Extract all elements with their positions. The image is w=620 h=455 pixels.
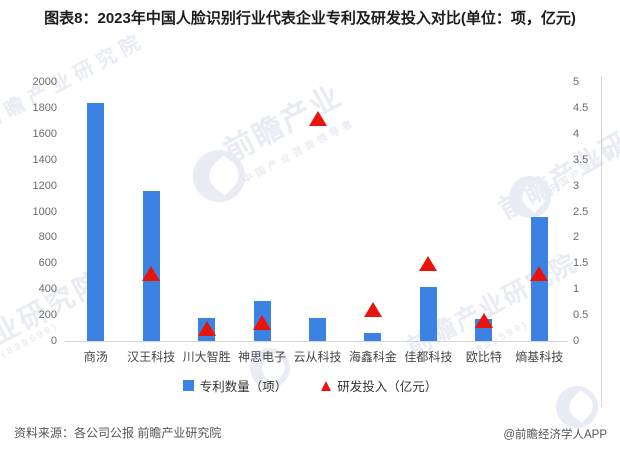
x-axis-label: 商汤	[83, 350, 108, 364]
legend-item-rnd: 研发投入（亿元）	[321, 376, 437, 395]
bar-云从科技	[309, 317, 326, 341]
y-axis-right-tick: 3.5	[573, 153, 589, 166]
y-axis-left-tick: 200	[38, 309, 57, 322]
y-axis-right-tick: 4	[573, 127, 580, 140]
watermark-logo	[509, 176, 551, 218]
watermark-logo	[193, 150, 245, 202]
rnd-marker-欧比特	[474, 312, 493, 328]
x-axis-label: 欧比特	[465, 350, 502, 364]
watermark-logo	[556, 386, 598, 428]
y-axis-left-tick: 0	[50, 335, 57, 347]
rnd-marker-川大智胜	[197, 320, 216, 336]
bar-佳都科技	[419, 286, 437, 341]
plot-area	[68, 82, 567, 341]
y-axis-left-tick: 600	[38, 257, 57, 270]
y-axis-right-tick: 3	[573, 179, 580, 192]
x-axis-label: 佳都科技	[404, 350, 453, 364]
y-axis-right-tick: 1.5	[573, 257, 589, 270]
bar-汉王科技	[142, 190, 160, 341]
y-axis-right-tick: 2	[573, 231, 580, 244]
y-axis-right-tick: 0.5	[573, 309, 589, 322]
x-axis-label: 海鑫科金	[348, 350, 397, 364]
y-axis-right-tick: 1	[573, 283, 580, 296]
legend-rnd-label: 研发投入（亿元）	[337, 380, 438, 394]
y-axis-left-tick: 800	[38, 231, 57, 244]
app-credit: @前瞻经济学人APP	[503, 429, 607, 441]
x-axis-label: 熵基科技	[515, 350, 564, 364]
right-axis-line	[601, 76, 602, 407]
rnd-marker-海鑫科金	[363, 302, 382, 318]
y-axis-left-tick: 1600	[32, 127, 57, 140]
chart-legend: 专利数量（项） 研发投入（亿元）	[0, 376, 620, 395]
legend-item-patents: 专利数量（项）	[182, 376, 288, 395]
x-axis-label: 云从科技	[293, 350, 342, 364]
rnd-marker-汉王科技	[142, 266, 161, 282]
source-note: 资料来源：各公司公报 前瞻产业研究院	[14, 426, 222, 440]
bar-商汤	[87, 102, 105, 341]
bar-swatch-icon	[182, 380, 194, 391]
legend-patents-label: 专利数量（项）	[199, 380, 288, 394]
bar-海鑫科金	[364, 333, 382, 341]
y-axis-left-tick: 1400	[32, 153, 57, 166]
y-axis-right-tick: 4.5	[573, 101, 589, 114]
rnd-marker-佳都科技	[419, 255, 438, 271]
triangle-swatch-icon	[321, 380, 332, 391]
y-axis-right-tick: 0	[573, 335, 580, 347]
y-axis-left-tick: 1800	[32, 101, 57, 114]
y-axis-right-tick: 5	[573, 76, 580, 88]
rnd-marker-神思电子	[253, 315, 272, 331]
y-axis-left-tick: 400	[38, 283, 57, 296]
x-axis-label: 汉王科技	[127, 350, 176, 364]
y-axis-left-tick: 1200	[32, 179, 57, 192]
watermark-logo	[250, 348, 290, 388]
x-axis-label: 川大智胜	[182, 350, 231, 364]
y-axis-right-tick: 2.5	[573, 205, 589, 218]
x-axis-line	[65, 341, 568, 342]
rnd-marker-熵基科技	[530, 266, 549, 282]
rnd-marker-云从科技	[308, 110, 327, 126]
y-axis-left-tick: 1000	[32, 205, 57, 218]
y-axis-left-tick: 2000	[32, 76, 57, 88]
x-axis-label: 神思电子	[238, 350, 287, 364]
chart-title: 图表8：2023年中国人脸识别行业代表企业专利及研发投入对比(单位：项，亿元)	[44, 10, 576, 27]
